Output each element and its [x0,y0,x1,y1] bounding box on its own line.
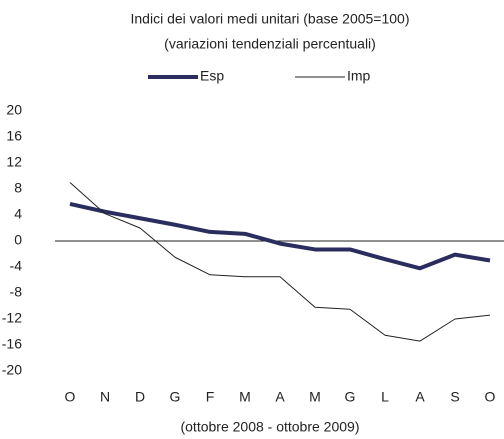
legend-label: Imp [347,68,371,84]
x-tick-label: M [309,389,321,405]
x-tick-label: L [381,389,389,405]
x-tick-label: A [415,389,425,405]
chart-subtitle: (variazioni tendenziali percentuali) [164,36,376,52]
y-tick-label: 20 [6,102,22,118]
data-line [69,182,491,342]
y-tick-label: -16 [2,336,22,352]
x-tick-label: S [450,389,459,405]
y-tick-label: -8 [10,284,23,300]
y-tick-label: 4 [14,206,22,222]
x-tick-label: G [345,389,356,405]
y-tick-label: -4 [10,258,23,274]
y-tick-label: 8 [14,180,22,196]
x-tick-label: M [239,389,251,405]
x-tick-label: O [485,389,496,405]
y-tick-label: 16 [6,128,22,144]
y-tick-label: -20 [2,362,22,378]
x-tick-label: D [135,389,145,405]
x-tick-label: G [170,389,181,405]
x-axis-label: (ottobre 2008 - ottobre 2009) [180,419,359,435]
legend-label: Esp [200,68,224,84]
y-tick-label: 0 [14,232,22,248]
x-tick-label: A [275,389,285,405]
x-tick-label: F [206,389,215,405]
chart-title: Indici dei valori medi unitari (base 200… [131,11,410,27]
y-tick-label: -12 [2,310,22,326]
x-tick-label: N [100,389,110,405]
data-line [69,201,491,271]
y-tick-label: 12 [6,154,22,170]
x-tick-label: O [65,389,76,405]
